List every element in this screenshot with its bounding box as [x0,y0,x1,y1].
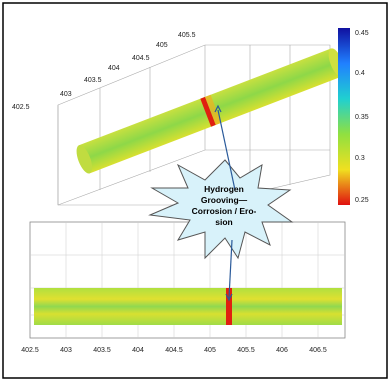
x-tick-label: 404 [132,347,144,354]
colorbar-tick-label: 0.4 [355,70,365,77]
axis-tick-label: 403 [60,91,72,98]
callout-text: sion [215,217,232,227]
defect [226,288,232,325]
colorbar-tick-label: 0.3 [355,155,365,162]
callout-burst [148,159,294,260]
colorbar-tick-label: 0.45 [355,30,369,37]
pipe-strip [34,288,342,325]
x-tick-label: 402.5 [21,347,39,354]
callout-text: Corrosion / Ero- [192,206,257,216]
axis-tick-label: 405 [156,42,168,49]
x-tick-label: 406 [276,347,288,354]
axis-tick-label: 405.5 [178,32,196,39]
arrows [214,104,236,302]
axis-tick-label: 404.5 [132,55,150,62]
x-tick-label: 406.5 [309,347,327,354]
colorbar-tick-label: 0.35 [355,114,369,121]
callout-text: Hydrogen [204,184,244,194]
x-tick-label: 403 [60,347,72,354]
x-tick-label: 405.5 [237,347,255,354]
x-tick-label: 405 [204,347,216,354]
axis-tick-label: 402.5 [12,104,30,111]
colorbar [338,28,350,205]
x-tick-label: 404.5 [165,347,183,354]
callout-text: Grooving— [201,195,248,205]
axis-tick-label: 404 [108,65,120,72]
axis-tick-label: 403.5 [84,77,102,84]
colorbar-tick-label: 0.25 [355,197,369,204]
x-tick-label: 403.5 [93,347,111,354]
